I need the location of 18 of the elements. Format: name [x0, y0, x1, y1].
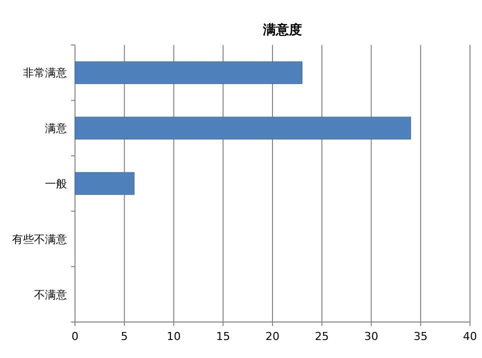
x-tick-label: 5	[120, 330, 128, 343]
x-tick-label: 10	[166, 330, 181, 343]
y-tick-label: 非常满意	[23, 66, 67, 80]
x-tick-label: 15	[216, 330, 230, 343]
bar	[74, 116, 411, 140]
chart-title: 满意度	[262, 22, 302, 38]
x-tick-label: 20	[266, 330, 280, 343]
y-tick-label: 满意	[45, 122, 67, 136]
x-tick-label: 40	[463, 330, 477, 343]
bar	[74, 172, 134, 195]
bar	[74, 61, 302, 84]
y-tick-label: 不满意	[34, 288, 67, 302]
y-tick-label: 一般	[45, 178, 67, 190]
y-tick-label: 有些不满意	[12, 232, 67, 246]
x-tick-label: 0	[72, 330, 78, 343]
x-tick-label: 30	[364, 330, 378, 343]
x-tick-label: 25	[314, 330, 329, 343]
x-tick-label: 35	[414, 330, 428, 343]
